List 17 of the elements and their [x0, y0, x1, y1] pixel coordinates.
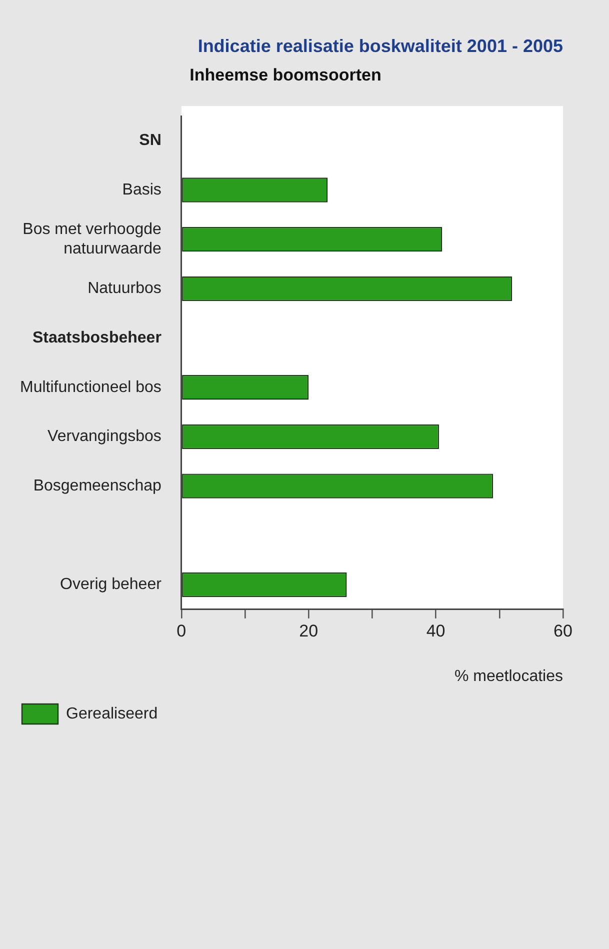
- y-tick-label: Basis: [122, 181, 162, 198]
- y-tick-label: Natuurbos: [88, 280, 162, 298]
- x-tick-label: 60: [554, 621, 572, 640]
- x-axis-title: % meetlocaties: [454, 668, 563, 685]
- chart-subtitle: Inheemse boomsoorten: [190, 65, 382, 84]
- y-tick-label: Staatsbosbeheer: [32, 329, 162, 346]
- x-tick-label: 40: [426, 621, 446, 640]
- legend-label: Gerealiseerd: [66, 705, 158, 722]
- x-tick-label: 20: [299, 621, 318, 640]
- y-tick-label: Multifunctioneel bos: [20, 378, 162, 396]
- y-tick-label: Overig beheer: [60, 576, 162, 594]
- y-tick-label: Bosgemeenschap: [33, 477, 162, 494]
- x-tick-label: 0: [176, 621, 186, 640]
- y-tick-label: Bos met verhoogde natuurwaarde: [22, 221, 162, 258]
- y-tick-label: Vervangingsbos: [48, 428, 162, 446]
- chart-title: Indicatie realisatie boskwaliteit 2001 - 2005: [198, 36, 563, 56]
- y-tick-label: SN: [139, 132, 162, 150]
